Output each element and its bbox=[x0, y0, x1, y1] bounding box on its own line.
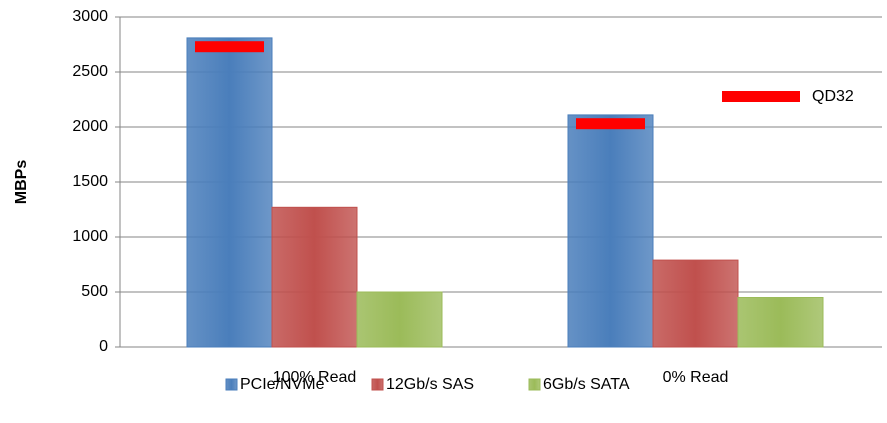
legend-label: 12Gb/s SAS bbox=[386, 376, 474, 393]
y-tick-label: 1500 bbox=[72, 173, 108, 190]
y-tick-label: 3000 bbox=[72, 8, 108, 25]
bar bbox=[567, 114, 654, 348]
y-tick-label: 1000 bbox=[72, 228, 108, 245]
bar bbox=[186, 37, 273, 348]
bar bbox=[737, 297, 824, 348]
y-tick-label: 2500 bbox=[72, 63, 108, 80]
legend-label: PCIe/NVMe bbox=[240, 376, 325, 393]
qd32-marker bbox=[576, 118, 645, 130]
x-tick-label: 0% Read bbox=[663, 369, 729, 386]
legend-label: 6Gb/s SATA bbox=[543, 376, 630, 393]
legend-label: QD32 bbox=[812, 88, 854, 105]
y-tick-label: 500 bbox=[81, 283, 108, 300]
y-axis-label: MBPs bbox=[13, 160, 30, 205]
bar bbox=[652, 259, 739, 348]
bar bbox=[356, 291, 443, 348]
bar bbox=[271, 206, 358, 348]
y-tick-label: 0 bbox=[99, 338, 108, 355]
legend-swatch bbox=[371, 378, 384, 391]
legend-marker bbox=[722, 91, 800, 102]
legend-swatch bbox=[528, 378, 541, 391]
qd32-marker bbox=[195, 41, 264, 53]
x-tick-label: 100% Read bbox=[273, 369, 357, 386]
y-tick-label: 2000 bbox=[72, 118, 108, 135]
legend-swatch bbox=[225, 378, 238, 391]
